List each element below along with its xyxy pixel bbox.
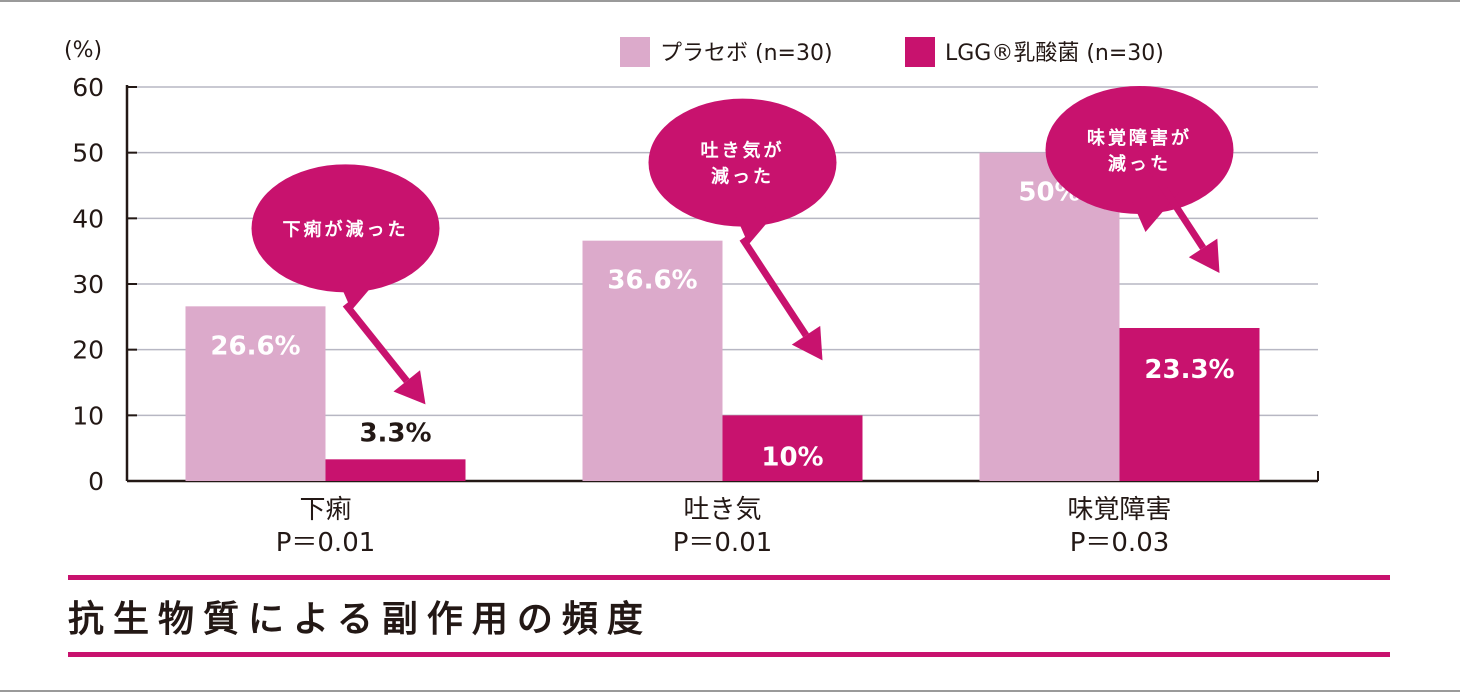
bar-placebo (582, 240, 723, 481)
chart-title: 抗生物質による副作用の頻度 (68, 599, 652, 640)
p-value-label: P＝0.01 (673, 528, 773, 558)
bar-value-label: 26.6% (210, 331, 300, 361)
callout-bubble (648, 98, 837, 227)
bottom-border (0, 690, 1460, 692)
y-tick-label: 40 (72, 204, 104, 233)
top-border (0, 0, 1460, 2)
callout-text: 減った (711, 166, 774, 188)
bar-value-label: 36.6% (607, 266, 697, 296)
callout-tail (734, 204, 783, 245)
bar-value-label: 23.3% (1144, 355, 1234, 385)
y-tick-label: 10 (72, 401, 104, 430)
callout-tail (1131, 192, 1180, 232)
callout-text: 味覚障害が (1087, 127, 1192, 149)
legend-swatch (905, 37, 935, 67)
callout-text: 下痢が減った (283, 218, 409, 240)
bar-placebo (979, 152, 1120, 481)
x-tick-label: 吐き気 (683, 495, 761, 525)
bar-lgg (1119, 327, 1260, 481)
p-value-label: P＝0.01 (276, 528, 376, 558)
callout-bubble (251, 164, 440, 293)
y-tick-label: 60 (72, 73, 104, 102)
y-tick-label: 30 (72, 270, 104, 299)
legend-swatch (620, 37, 650, 67)
title-top-rule (68, 575, 1390, 580)
y-tick-label: 20 (72, 336, 104, 365)
bar-lgg (325, 459, 466, 481)
y-axis-unit-label: (%) (64, 38, 102, 63)
arrow-shaft (739, 236, 809, 338)
bar-value-label: 10% (761, 442, 823, 472)
bar-placebo (185, 306, 326, 481)
arrow-head (1188, 238, 1220, 273)
y-tick-label: 50 (72, 139, 104, 168)
arrow-head (393, 370, 426, 405)
callout-tail (337, 270, 386, 311)
arrow-shaft (1136, 148, 1207, 250)
x-tick-label: 味覚障害 (1067, 495, 1171, 525)
arrow-shaft (342, 302, 410, 384)
y-tick-label: 0 (88, 467, 104, 496)
bars (185, 152, 1260, 481)
title-bottom-rule (68, 652, 1390, 657)
legend-label: プラセボ (n=30) (660, 41, 833, 66)
bar-value-label: 3.3% (359, 418, 431, 448)
arrow-head (791, 325, 823, 361)
x-tick-label: 下痢 (299, 495, 351, 525)
callout-text: 吐き気が (701, 140, 785, 162)
callout-bubble (1045, 86, 1234, 214)
p-value-label: P＝0.03 (1070, 528, 1170, 558)
bar-lgg (722, 415, 863, 481)
legend: プラセボ (n=30) LGG®乳酸菌 (n=30) (620, 37, 1164, 67)
legend-label: LGG®乳酸菌 (n=30) (945, 41, 1164, 66)
